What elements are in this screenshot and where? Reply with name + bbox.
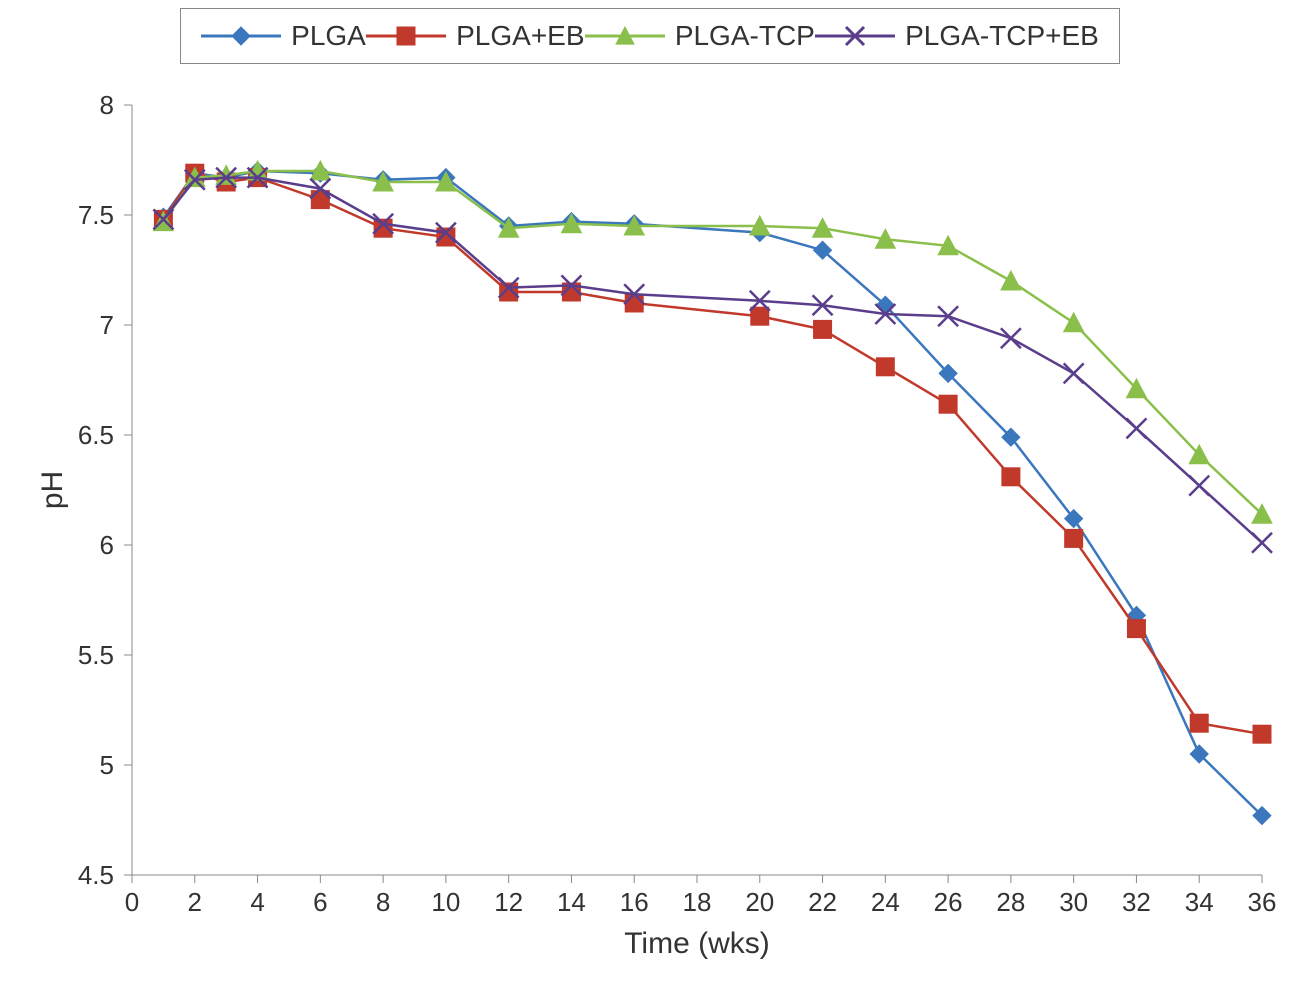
legend-label: PLGA-TCP+EB bbox=[905, 20, 1099, 52]
plot-area: 4.555.566.577.58024681012141618202224262… bbox=[37, 95, 1282, 970]
legend-item: PLGA-TCP bbox=[585, 20, 815, 52]
legend-label: PLGA bbox=[291, 20, 366, 52]
series-line bbox=[163, 173, 1262, 734]
y-tick-label: 7.5 bbox=[78, 200, 114, 230]
series-marker bbox=[1064, 313, 1084, 332]
x-tick-label: 12 bbox=[494, 887, 523, 917]
legend-item: PLGA+EB bbox=[366, 20, 584, 52]
x-tick-label: 0 bbox=[125, 887, 139, 917]
series-line bbox=[163, 171, 1262, 816]
x-tick-label: 6 bbox=[313, 887, 327, 917]
x-tick-label: 22 bbox=[808, 887, 837, 917]
y-tick-label: 8 bbox=[100, 95, 114, 120]
x-axis-label: Time (wks) bbox=[624, 927, 770, 960]
x-tick-label: 24 bbox=[871, 887, 900, 917]
y-tick-label: 4.5 bbox=[78, 860, 114, 890]
series-marker bbox=[751, 307, 769, 325]
x-tick-label: 16 bbox=[620, 887, 649, 917]
x-tick-label: 2 bbox=[188, 887, 202, 917]
series-marker bbox=[374, 219, 392, 237]
y-tick-label: 6.5 bbox=[78, 420, 114, 450]
figure: PLGA PLGA+EB PLGA-TCP PLGA-TCP+EB 4.5 5 5.5 6 6… bbox=[0, 0, 1303, 988]
series-marker bbox=[1064, 363, 1084, 383]
x-tick-label: 4 bbox=[250, 887, 264, 917]
series-marker bbox=[1189, 476, 1209, 496]
series-marker bbox=[1252, 533, 1272, 553]
x-tick-label: 10 bbox=[431, 887, 460, 917]
legend-item: PLGA-TCP+EB bbox=[815, 20, 1099, 52]
x-tick-label: 28 bbox=[996, 887, 1025, 917]
legend-swatch bbox=[366, 24, 446, 48]
series-marker bbox=[625, 294, 643, 312]
series-marker bbox=[939, 395, 957, 413]
legend-swatch bbox=[585, 24, 665, 48]
x-tick-label: 32 bbox=[1122, 887, 1151, 917]
series-marker bbox=[1253, 725, 1271, 743]
x-tick-label: 36 bbox=[1248, 887, 1277, 917]
x-tick-label: 18 bbox=[683, 887, 712, 917]
x-tick-label: 26 bbox=[934, 887, 963, 917]
x-tick-label: 34 bbox=[1185, 887, 1214, 917]
series-marker bbox=[1002, 468, 1020, 486]
y-tick-label: 7 bbox=[100, 310, 114, 340]
y-tick-label: 6 bbox=[100, 530, 114, 560]
legend-swatch bbox=[815, 24, 895, 48]
series-line bbox=[163, 178, 1262, 543]
legend-swatch bbox=[201, 24, 281, 48]
x-tick-label: 14 bbox=[557, 887, 586, 917]
series-marker bbox=[876, 358, 894, 376]
legend-label: PLGA-TCP bbox=[675, 20, 815, 52]
series-marker bbox=[1190, 714, 1208, 732]
series-marker bbox=[1065, 529, 1083, 547]
series-marker bbox=[814, 320, 832, 338]
y-tick-label: 5.5 bbox=[78, 640, 114, 670]
y-tick-label: 5 bbox=[100, 750, 114, 780]
legend-label: PLGA+EB bbox=[456, 20, 584, 52]
series-marker bbox=[500, 283, 518, 301]
x-tick-label: 30 bbox=[1059, 887, 1088, 917]
x-tick-label: 8 bbox=[376, 887, 390, 917]
series-marker bbox=[1001, 328, 1021, 348]
axis-frame bbox=[132, 105, 1262, 875]
series-marker bbox=[1001, 271, 1021, 290]
x-tick-label: 20 bbox=[745, 887, 774, 917]
legend: PLGA PLGA+EB PLGA-TCP PLGA-TCP+EB bbox=[180, 8, 1120, 64]
series-line bbox=[163, 171, 1262, 514]
series-marker bbox=[1127, 620, 1145, 638]
y-axis-label: pH bbox=[37, 471, 69, 509]
legend-item: PLGA bbox=[201, 20, 366, 52]
series-marker bbox=[1126, 418, 1146, 438]
